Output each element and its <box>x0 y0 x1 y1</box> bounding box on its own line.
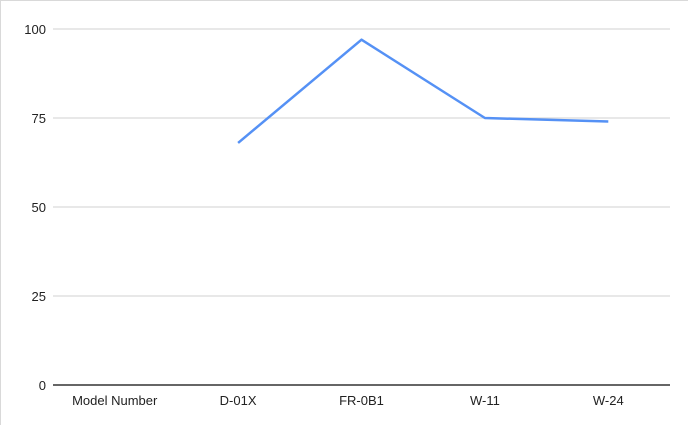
y-tick-label: 50 <box>32 200 46 215</box>
y-tick-label: 100 <box>24 22 46 37</box>
y-tick-label: 25 <box>32 289 46 304</box>
x-tick-label: FR-0B1 <box>339 393 384 408</box>
x-tick-label: D-01X <box>220 393 257 408</box>
y-axis-ticks: 0 25 50 75 100 <box>24 22 46 393</box>
x-axis-ticks: Model Number D-01X FR-0B1 W-11 W-24 <box>72 393 624 408</box>
y-tick-label: 75 <box>32 111 46 126</box>
series-group <box>237 38 609 144</box>
gridlines <box>53 28 670 386</box>
x-tick-label: W-24 <box>593 393 624 408</box>
y-tick-label: 0 <box>39 378 46 393</box>
series-line <box>237 38 609 144</box>
x-tick-label: Model Number <box>72 393 158 408</box>
x-tick-label: W-11 <box>470 393 500 408</box>
